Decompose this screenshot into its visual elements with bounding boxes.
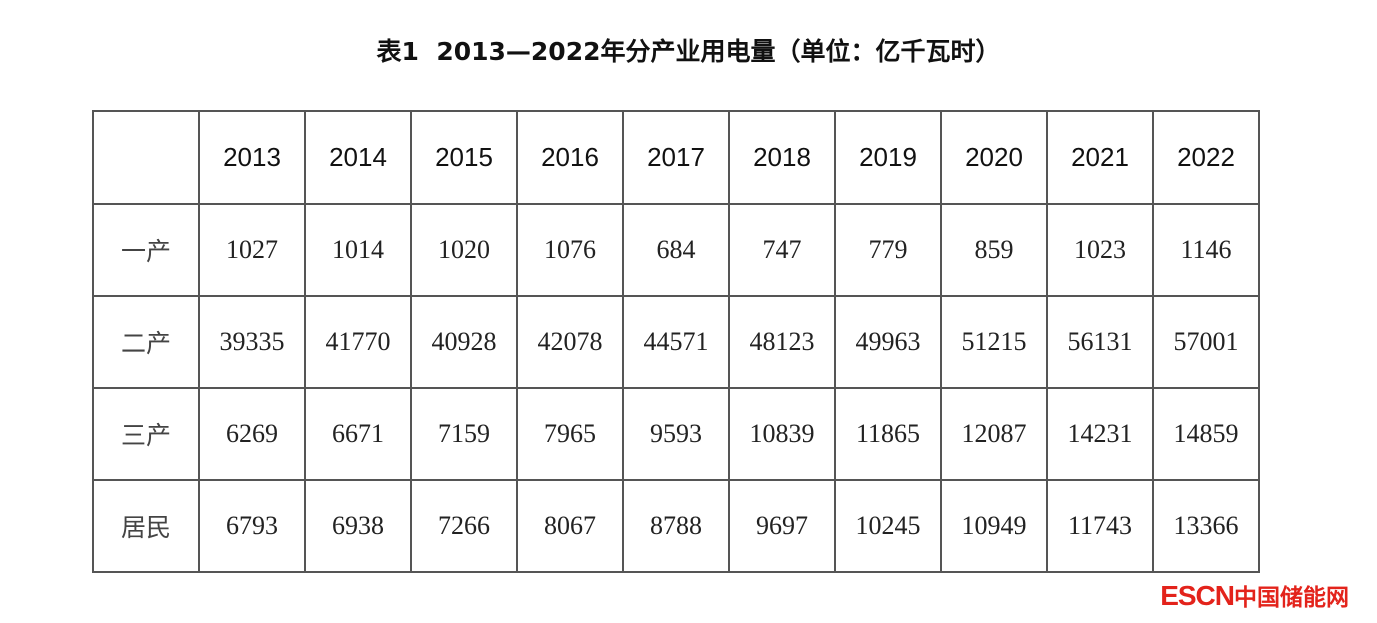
row-label: 二产 — [92, 295, 200, 389]
data-cell: 8788 — [622, 479, 730, 573]
data-cell: 6938 — [304, 479, 412, 573]
column-header: 2016 — [516, 110, 624, 205]
column-header: 2015 — [410, 110, 518, 205]
data-cell: 8067 — [516, 479, 624, 573]
row-label: 三产 — [92, 387, 200, 481]
data-cell: 9697 — [728, 479, 836, 573]
data-cell: 1014 — [304, 203, 412, 297]
table-row: 二产 39335 41770 40928 42078 44571 48123 49963 512… — [92, 295, 1260, 389]
data-cell: 6793 — [198, 479, 306, 573]
watermark-text: 中国储能网 — [1234, 585, 1349, 611]
data-cell: 13366 — [1152, 479, 1260, 573]
data-cell: 6671 — [304, 387, 412, 481]
data-cell: 44571 — [622, 295, 730, 389]
data-cell: 1020 — [410, 203, 518, 297]
title: 表1 2013—2022年分产业用电量（单位：亿千瓦时） — [376, 37, 1001, 66]
data-cell: 779 — [834, 203, 942, 297]
data-cell: 1146 — [1152, 203, 1260, 297]
data-cell: 9593 — [622, 387, 730, 481]
data-cell: 7965 — [516, 387, 624, 481]
data-cell: 40928 — [410, 295, 518, 389]
data-cell: 10949 — [940, 479, 1048, 573]
data-cell: 7266 — [410, 479, 518, 573]
data-cell: 1023 — [1046, 203, 1154, 297]
watermark: ESCN中国储能网 — [1160, 578, 1349, 612]
data-table: 2013 2014 2015 2016 2017 2018 2019 2020 2021 2022… — [92, 110, 1260, 573]
column-header: 2017 — [622, 110, 730, 205]
data-cell: 859 — [940, 203, 1048, 297]
header-row: 2013 2014 2015 2016 2017 2018 2019 2020 2021 2022 — [92, 110, 1260, 205]
row-label: 一产 — [92, 203, 200, 297]
table-row: 居民 6793 6938 7266 8067 8788 9697 10245 10949 1174… — [92, 479, 1260, 573]
data-cell: 51215 — [940, 295, 1048, 389]
data-cell: 747 — [728, 203, 836, 297]
corner-cell — [92, 110, 200, 205]
column-header: 2020 — [940, 110, 1048, 205]
data-cell: 10245 — [834, 479, 942, 573]
data-cell: 684 — [622, 203, 730, 297]
data-cell: 11865 — [834, 387, 942, 481]
column-header: 2014 — [304, 110, 412, 205]
data-cell: 57001 — [1152, 295, 1260, 389]
data-cell: 56131 — [1046, 295, 1154, 389]
data-cell: 49963 — [834, 295, 942, 389]
data-cell: 12087 — [940, 387, 1048, 481]
data-cell: 10839 — [728, 387, 836, 481]
data-cell: 39335 — [198, 295, 306, 389]
data-cell: 1027 — [198, 203, 306, 297]
watermark-logo: ESCN — [1160, 580, 1235, 611]
data-cell: 1076 — [516, 203, 624, 297]
column-header: 2021 — [1046, 110, 1154, 205]
data-cell: 11743 — [1046, 479, 1154, 573]
row-label: 居民 — [92, 479, 200, 573]
table-row: 一产 1027 1014 1020 1076 684 747 779 859 1023 1146 — [92, 203, 1260, 297]
column-header: 2013 — [198, 110, 306, 205]
column-header: 2019 — [834, 110, 942, 205]
data-cell: 6269 — [198, 387, 306, 481]
data-cell: 7159 — [410, 387, 518, 481]
data-cell: 14859 — [1152, 387, 1260, 481]
column-header: 2018 — [728, 110, 836, 205]
data-cell: 42078 — [516, 295, 624, 389]
data-cell: 14231 — [1046, 387, 1154, 481]
data-cell: 48123 — [728, 295, 836, 389]
data-cell: 41770 — [304, 295, 412, 389]
column-header: 2022 — [1152, 110, 1260, 205]
table-body: 2013 2014 2015 2016 2017 2018 2019 2020 2021 2022… — [92, 110, 1260, 573]
table-row: 三产 6269 6671 7159 7965 9593 10839 11865 12087 142… — [92, 387, 1260, 481]
